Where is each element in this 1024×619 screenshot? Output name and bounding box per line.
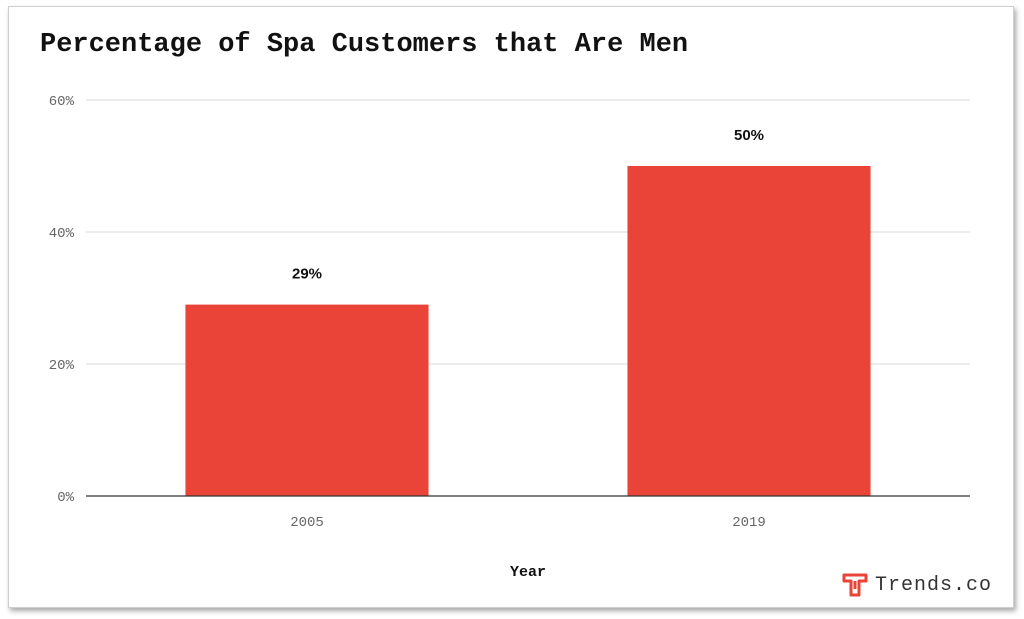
y-tick-label: 20%: [49, 358, 75, 374]
data-label-2005: 29%: [292, 266, 322, 283]
y-tick-label: 0%: [57, 490, 74, 506]
bars: [185, 166, 871, 496]
data-label-2019: 50%: [734, 127, 764, 144]
brand-watermark: Trends.co: [841, 571, 992, 599]
chart-title: Percentage of Spa Customers that Are Men: [40, 30, 689, 60]
x-tick-label: 2005: [290, 515, 324, 531]
data-labels: 29% 50%: [292, 127, 764, 283]
y-tick-label: 60%: [49, 94, 75, 110]
x-axis-title: Year: [510, 564, 546, 581]
brand-name: Trends.co: [874, 573, 992, 597]
trends-logo-icon: [842, 573, 868, 597]
y-axis-ticks: 0% 20% 40% 60%: [49, 94, 75, 506]
x-axis-ticks: 2005 2019: [290, 515, 766, 531]
bar-2019: [627, 166, 871, 496]
x-tick-label: 2019: [732, 515, 766, 531]
bar-2005: [185, 304, 429, 496]
y-tick-label: 40%: [49, 226, 75, 242]
